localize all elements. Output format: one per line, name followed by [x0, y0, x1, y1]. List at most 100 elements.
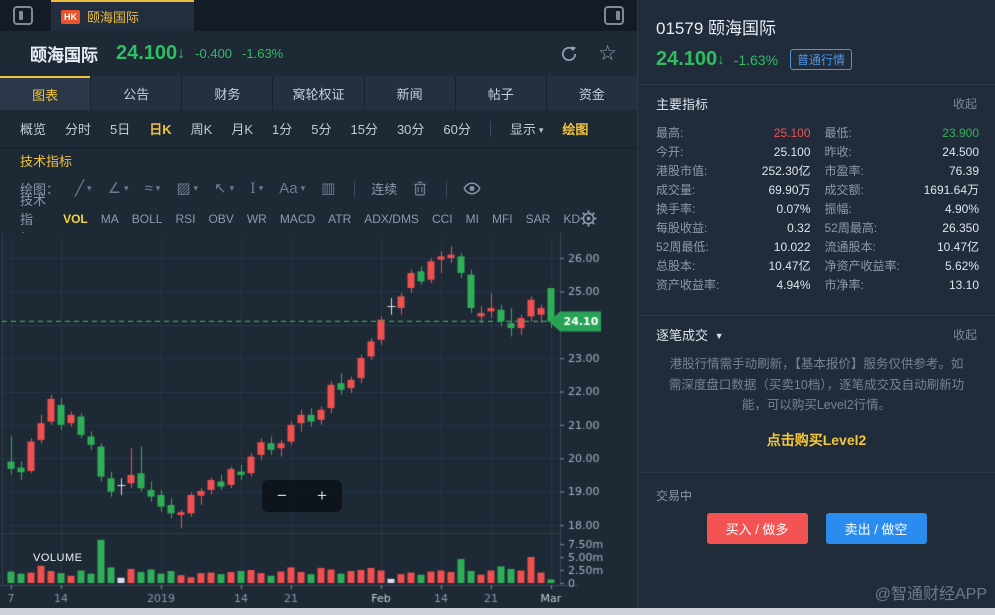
stat-item: 流通股本: 10.47亿 — [825, 237, 980, 256]
period-5分[interactable]: 5分 — [311, 122, 332, 137]
stat-item: 成交额: 1691.64万 — [825, 180, 980, 199]
zoom-out-button[interactable]: − — [277, 486, 287, 505]
tab-窝轮权证[interactable]: 窝轮权证 — [273, 76, 364, 110]
tab-新闻[interactable]: 新闻 — [364, 76, 455, 110]
tech-indicator-link[interactable]: 技术指标 — [20, 153, 73, 169]
chart-zoom-control: − + — [262, 480, 342, 512]
line-tool-icon[interactable]: ╱ ▾ — [75, 180, 92, 197]
main-indicators-header: 主要指标 收起 — [638, 85, 995, 117]
tab-图表[interactable]: 图表 — [0, 76, 91, 110]
indicator-RSI[interactable]: RSI — [175, 211, 196, 226]
draw-mode-link[interactable]: 绘图 — [562, 122, 589, 137]
stat-value: 0.32 — [787, 220, 811, 235]
arrow-tool-icon[interactable]: ↖ ▾ — [214, 180, 235, 197]
continuous-draw-toggle[interactable]: 连续 — [371, 182, 398, 197]
stat-label: 港股市值: — [656, 164, 708, 178]
stat-item: 最低: 23.900 — [825, 123, 980, 142]
indicator-VOL[interactable]: VOL — [63, 211, 88, 226]
divider — [638, 84, 995, 85]
font-tool-icon[interactable]: Aa ▾ — [279, 180, 306, 197]
period-15分[interactable]: 15分 — [350, 122, 378, 137]
stat-item: 市净率: 13.10 — [825, 275, 980, 294]
indicator-MI[interactable]: MI — [465, 211, 479, 226]
draw-toolbar: 绘图： ╱ ▾ ∠ ▾ ≈ ▾ ▨ ▾ ↖ ▾ I ▾ Aa ▾ ▥ 连续 — [0, 173, 637, 204]
stat-item: 港股市值: 252.30亿 — [656, 161, 811, 180]
wave-tool-icon[interactable]: ≈ ▾ — [144, 180, 161, 197]
indicator-MFI[interactable]: MFI — [491, 211, 513, 226]
chevron-down-icon: ▾ — [87, 183, 92, 193]
display-dropdown[interactable]: 显示 ▾ — [509, 122, 544, 137]
stat-item: 换手率: 0.07% — [656, 199, 811, 218]
stat-label: 成交额: — [824, 183, 864, 197]
period-60分[interactable]: 60分 — [443, 122, 471, 137]
bars-tool-icon[interactable]: ▥ — [321, 180, 336, 197]
trading-status: 交易中 — [656, 488, 693, 503]
period-概览[interactable]: 概览 — [20, 122, 47, 137]
stat-item: 52周最低: 10.022 — [656, 237, 811, 256]
sell-short-button[interactable]: 卖出 / 做空 — [825, 512, 927, 544]
stat-item: 昨收: 24.500 — [825, 142, 980, 161]
stat-label: 总股本: — [656, 259, 696, 273]
tab-公告[interactable]: 公告 — [91, 76, 182, 110]
favorite-star-icon[interactable]: ☆ — [598, 42, 617, 65]
quote-level-badge[interactable]: 普通行情 — [790, 49, 853, 70]
quote-price: 24.100 — [656, 48, 718, 70]
chevron-down-icon: ▾ — [300, 183, 306, 193]
period-1分[interactable]: 1分 — [272, 122, 293, 137]
indicator-WR[interactable]: WR — [246, 211, 267, 226]
indicator-MA[interactable]: MA — [100, 211, 119, 226]
period-5日[interactable]: 5日 — [110, 122, 131, 137]
chevron-down-icon: ▾ — [538, 125, 544, 135]
indicator-BOLL[interactable]: BOLL — [131, 211, 163, 226]
stat-label: 市净率: — [824, 278, 864, 292]
indicator-KD[interactable]: KD — [563, 211, 580, 226]
stat-value: 26.350 — [942, 220, 979, 235]
period-分时[interactable]: 分时 — [65, 122, 92, 137]
stats-grid: 最高: 25.100 最低: 23.900 今开: 25.100 昨收: 24.500 港股市值… — [638, 117, 995, 302]
indicator-ATR[interactable]: ATR — [328, 211, 352, 226]
stat-item: 振幅: 4.90% — [825, 199, 980, 218]
period-周K[interactable]: 周K — [190, 122, 213, 137]
buy-long-button[interactable]: 买入 / 做多 — [706, 512, 808, 544]
trade-ticks-title[interactable]: 逐笔成交 ▼ — [656, 328, 724, 343]
left-panel-toggle-icon[interactable] — [13, 6, 33, 25]
collapse-link[interactable]: 收起 — [952, 328, 977, 342]
polyline-tool-icon[interactable]: ∠ ▾ — [107, 180, 129, 197]
channel-tool-icon[interactable]: ▨ ▾ — [176, 180, 199, 197]
stat-label: 最高: — [656, 126, 684, 140]
bottom-scrollbar-strip[interactable] — [0, 608, 995, 615]
stat-value: 24.500 — [942, 144, 979, 159]
period-日K[interactable]: 日K — [149, 122, 172, 137]
right-panel-toggle-icon[interactable] — [604, 6, 624, 25]
indicator-CCI[interactable]: CCI — [431, 211, 453, 226]
period-30分[interactable]: 30分 — [396, 122, 425, 137]
refresh-button[interactable] — [558, 43, 580, 65]
indicator-MACD[interactable]: MACD — [279, 211, 316, 226]
collapse-link[interactable]: 收起 — [952, 97, 977, 111]
chart-panel: HK 颐海国际 颐海国际 24.100 ↓ -0.400 -1.63% ☆ 图表… — [0, 0, 637, 605]
indicator-SAR[interactable]: SAR — [525, 211, 551, 226]
zoom-in-button[interactable]: + — [317, 486, 327, 505]
price-change-pct: -1.63% — [242, 46, 284, 61]
buy-level2-link[interactable]: 点击购买Level2 — [766, 431, 867, 448]
down-arrow-icon: ↓ — [717, 51, 725, 68]
tab-帖子[interactable]: 帖子 — [455, 76, 546, 110]
text-cursor-tool-icon[interactable]: I ▾ — [250, 180, 264, 197]
stat-label: 换手率: — [656, 202, 696, 216]
tab-资金[interactable]: 资金 — [546, 76, 637, 110]
stat-item: 资产收益率: 4.94% — [656, 275, 811, 294]
chevron-down-icon: ▾ — [258, 183, 264, 193]
indicator-ADX/DMS[interactable]: ADX/DMS — [364, 211, 419, 226]
gear-icon[interactable] — [580, 210, 597, 227]
window-tab[interactable]: HK 颐海国际 — [51, 0, 194, 31]
indicator-OBV[interactable]: OBV — [208, 211, 234, 226]
stat-value: 10.47亿 — [936, 240, 979, 254]
tab-财务[interactable]: 财务 — [182, 76, 273, 110]
chevron-down-icon: ▼ — [714, 331, 724, 341]
candlestick-chart[interactable] — [0, 233, 637, 605]
trash-icon[interactable] — [413, 181, 427, 196]
period-月K[interactable]: 月K — [231, 122, 253, 137]
chevron-down-icon: ▾ — [124, 183, 129, 193]
visibility-eye-icon[interactable] — [463, 182, 481, 195]
